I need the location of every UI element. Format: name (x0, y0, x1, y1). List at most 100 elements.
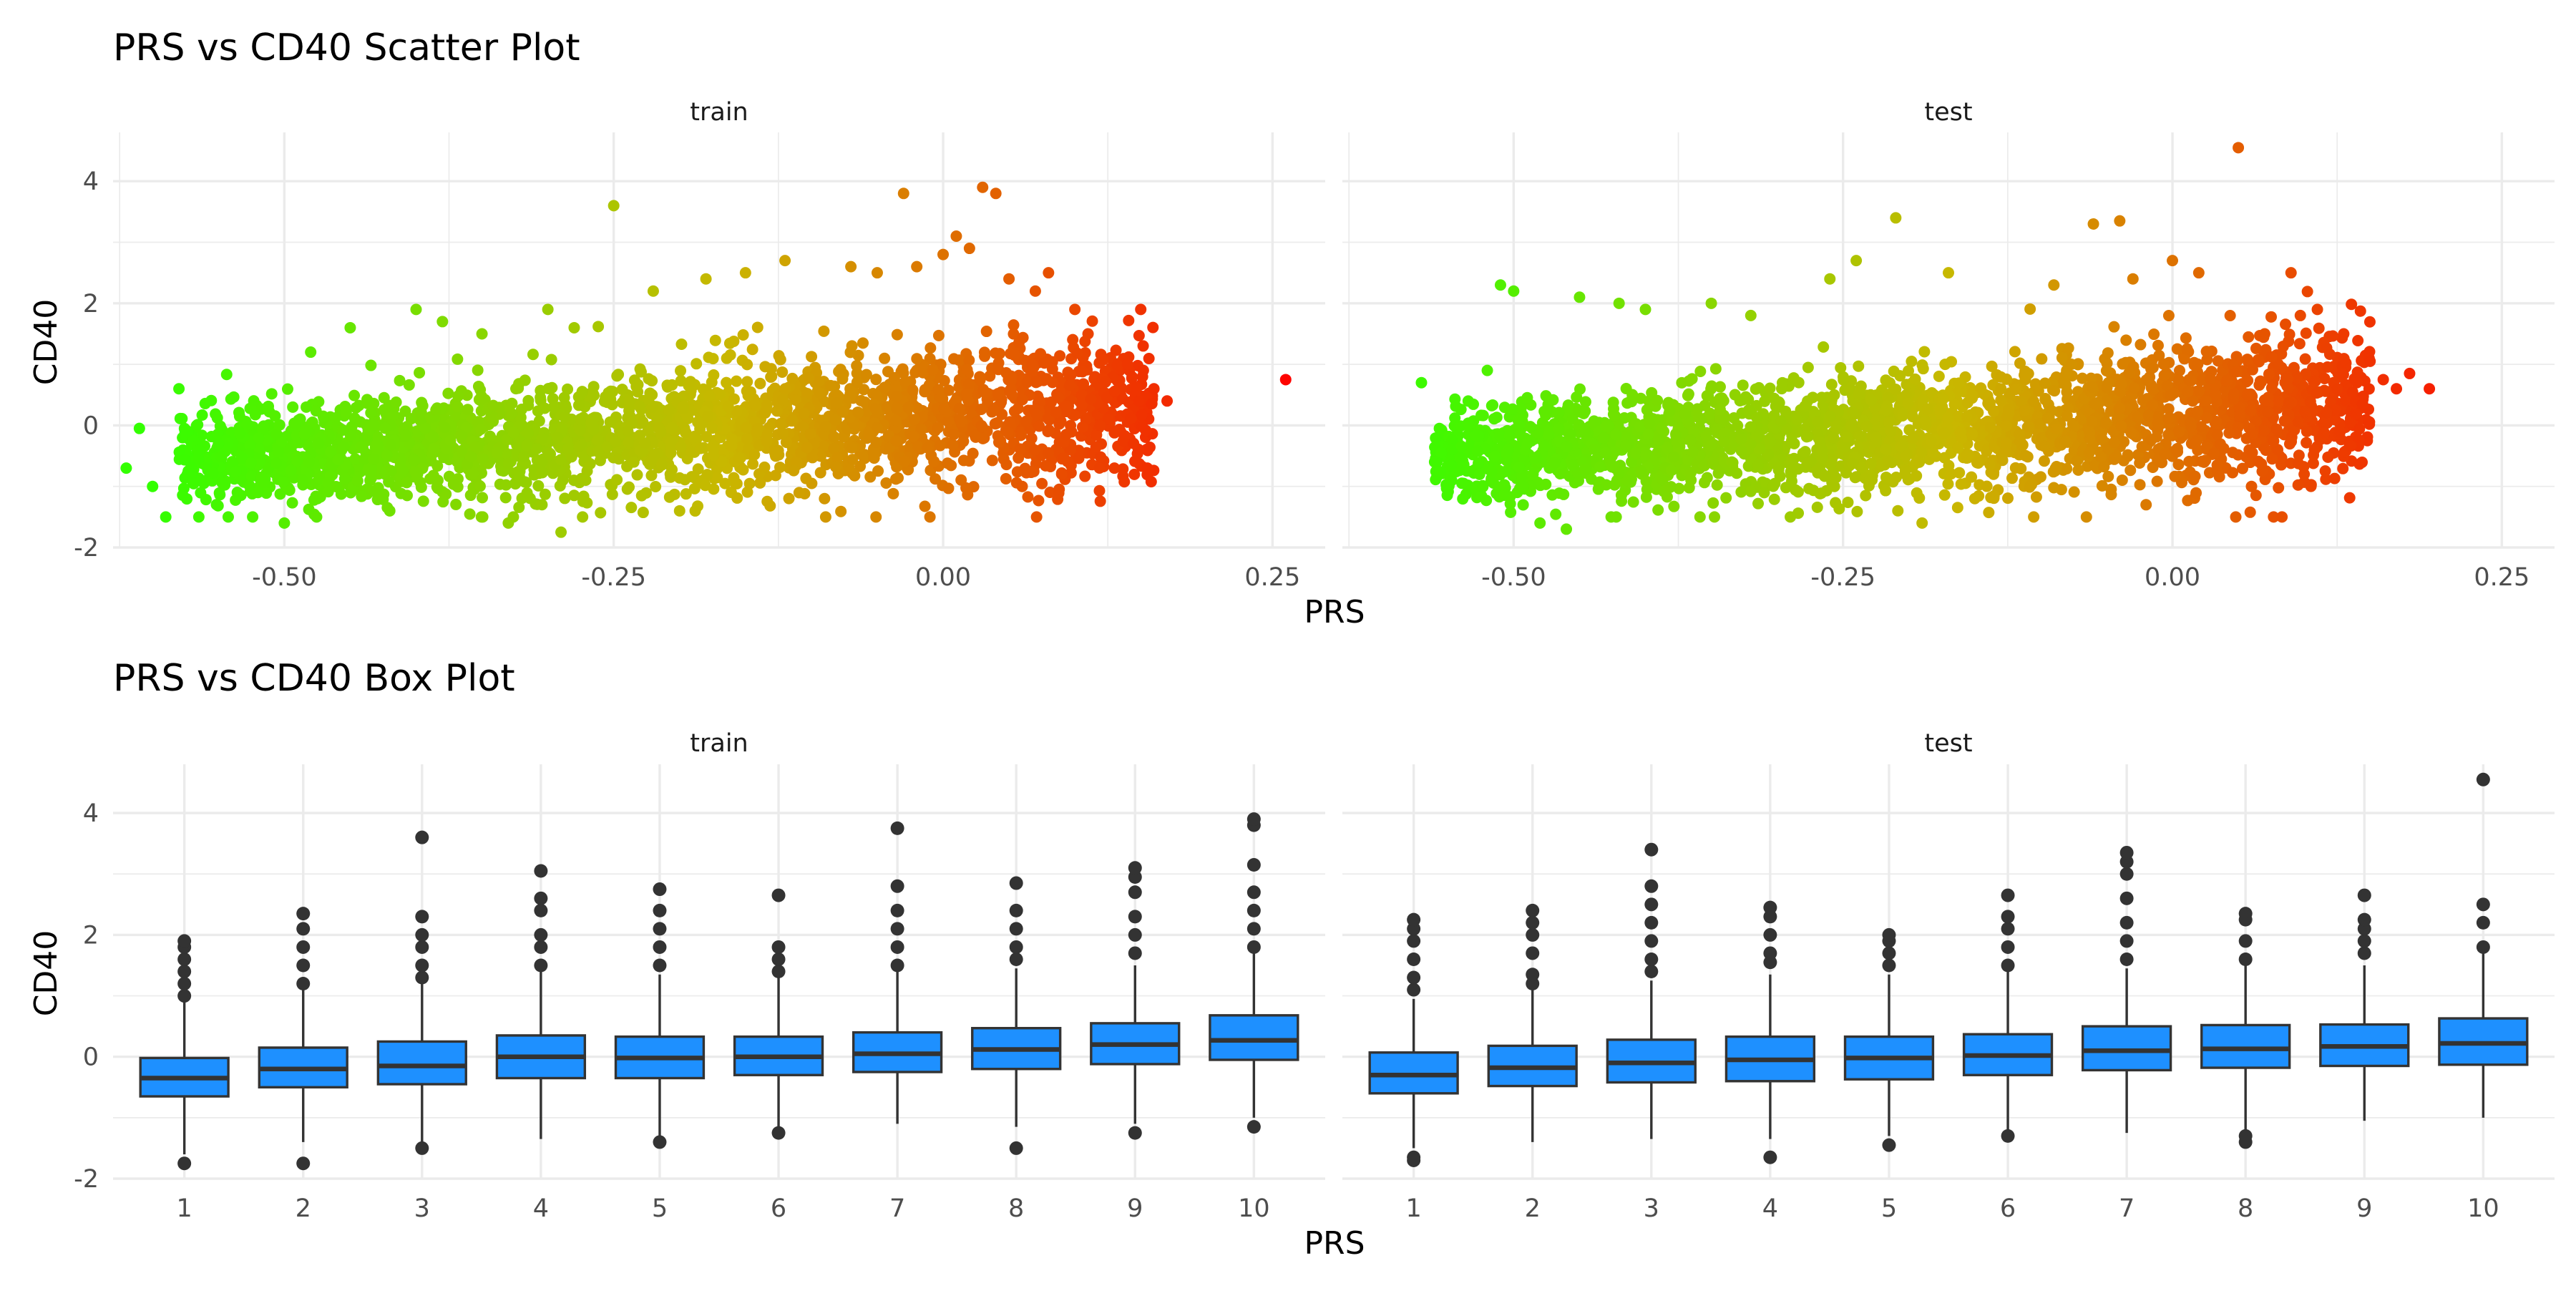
scatter-point (2334, 426, 2346, 437)
scatter-point (831, 397, 843, 409)
scatter-point (1819, 470, 1830, 482)
scatter-point (1769, 494, 1780, 505)
scatter-point (1095, 495, 1106, 507)
scatter-point (537, 467, 548, 479)
scatter-point (1498, 489, 1510, 501)
scatter-point (1456, 477, 1468, 489)
scatter-point (303, 457, 315, 468)
scatter-point (2190, 487, 2202, 499)
scatter-point (1631, 448, 1642, 459)
scatter-point (2363, 383, 2375, 394)
scatter-point (448, 479, 459, 490)
scatter-point (2260, 444, 2272, 456)
scatter-point (611, 474, 623, 485)
scatter-point (1966, 472, 1977, 483)
scatter-point (869, 452, 880, 464)
scatter-point (622, 426, 633, 437)
scatter-point (890, 435, 902, 447)
scatter-point (475, 424, 487, 435)
scatter-point (651, 412, 663, 424)
scatter-point (409, 454, 420, 466)
scatter-point (954, 403, 965, 414)
scatter-point (830, 414, 841, 426)
scatter-point (818, 326, 829, 337)
scatter-point (2063, 342, 2074, 354)
scatter-point (1828, 389, 1840, 401)
scatter-point (1077, 366, 1088, 377)
scatter-point (456, 430, 467, 442)
scatter-point (747, 344, 758, 355)
x-tick-label: -0.50 (252, 563, 317, 592)
scatter-point (1006, 389, 1018, 401)
scatter-point (1685, 474, 1697, 486)
scatter-point (527, 349, 539, 360)
scatter-point (595, 507, 606, 518)
scatter-point (2180, 332, 2192, 344)
scatter-point (348, 390, 360, 401)
scatter-point (2081, 511, 2092, 522)
scatter-point (917, 367, 929, 379)
scatter-point (870, 511, 882, 522)
scatter-point (2201, 346, 2212, 357)
scatter-point (411, 467, 422, 479)
scatter-point (1826, 379, 1838, 390)
scatter-point (897, 364, 909, 375)
scatter-point (1040, 373, 1052, 384)
scatter-density-cloud (1429, 286, 2376, 522)
scatter-point (637, 416, 648, 428)
scatter-point (721, 377, 732, 389)
scatter-point (1942, 478, 1953, 489)
scatter-point (592, 446, 604, 457)
scatter-point (559, 411, 570, 423)
scatter-point (748, 449, 760, 460)
scatter-point (416, 482, 427, 493)
scatter-point (1002, 427, 1013, 438)
scatter-point (942, 457, 953, 469)
scatter-point (1913, 492, 1925, 504)
scatter-point (666, 422, 678, 434)
scatter-point (2293, 479, 2304, 491)
scatter-point (278, 476, 289, 487)
scatter-point (535, 392, 546, 404)
scatter-point (391, 396, 402, 408)
scatter-point (2242, 354, 2253, 365)
scatter-point (2128, 382, 2140, 394)
scatter-point (890, 473, 902, 484)
scatter-point (472, 364, 484, 376)
scatter-point (1694, 511, 1706, 522)
scatter-point (1621, 383, 1632, 394)
y-tick-label: 2 (83, 290, 99, 318)
scatter-point (685, 376, 696, 387)
scatter-point (774, 462, 786, 473)
scatter-point (1100, 376, 1111, 388)
scatter-point (1118, 435, 1129, 447)
scatter-point (160, 511, 172, 522)
scatter-point (256, 472, 268, 483)
scatter-point (955, 416, 967, 427)
scatter-point (1851, 506, 1863, 517)
scatter-point (634, 401, 645, 412)
scatter-point (1108, 462, 1120, 474)
scatter-point (1911, 470, 1922, 482)
scatter-point (962, 364, 973, 376)
scatter-point (1488, 413, 1500, 424)
scatter-point (743, 390, 754, 401)
scatter-point (436, 316, 448, 327)
scatter-point (738, 329, 749, 341)
scatter-point (769, 447, 781, 458)
scatter-point (1906, 356, 1917, 367)
scatter-point (1043, 267, 1054, 278)
scatter-point (1792, 486, 1804, 497)
scatter-point (514, 466, 526, 477)
scatter-point (1939, 359, 1951, 370)
scatter-point (675, 338, 687, 350)
scatter-point (428, 469, 439, 481)
scatter-point (806, 351, 817, 362)
scatter-point (537, 433, 548, 444)
scatter-point (1720, 492, 1732, 504)
scatter-point (253, 487, 264, 498)
scatter-point (663, 404, 675, 416)
scatter-point (1765, 383, 1776, 394)
scatter-point (313, 438, 324, 449)
